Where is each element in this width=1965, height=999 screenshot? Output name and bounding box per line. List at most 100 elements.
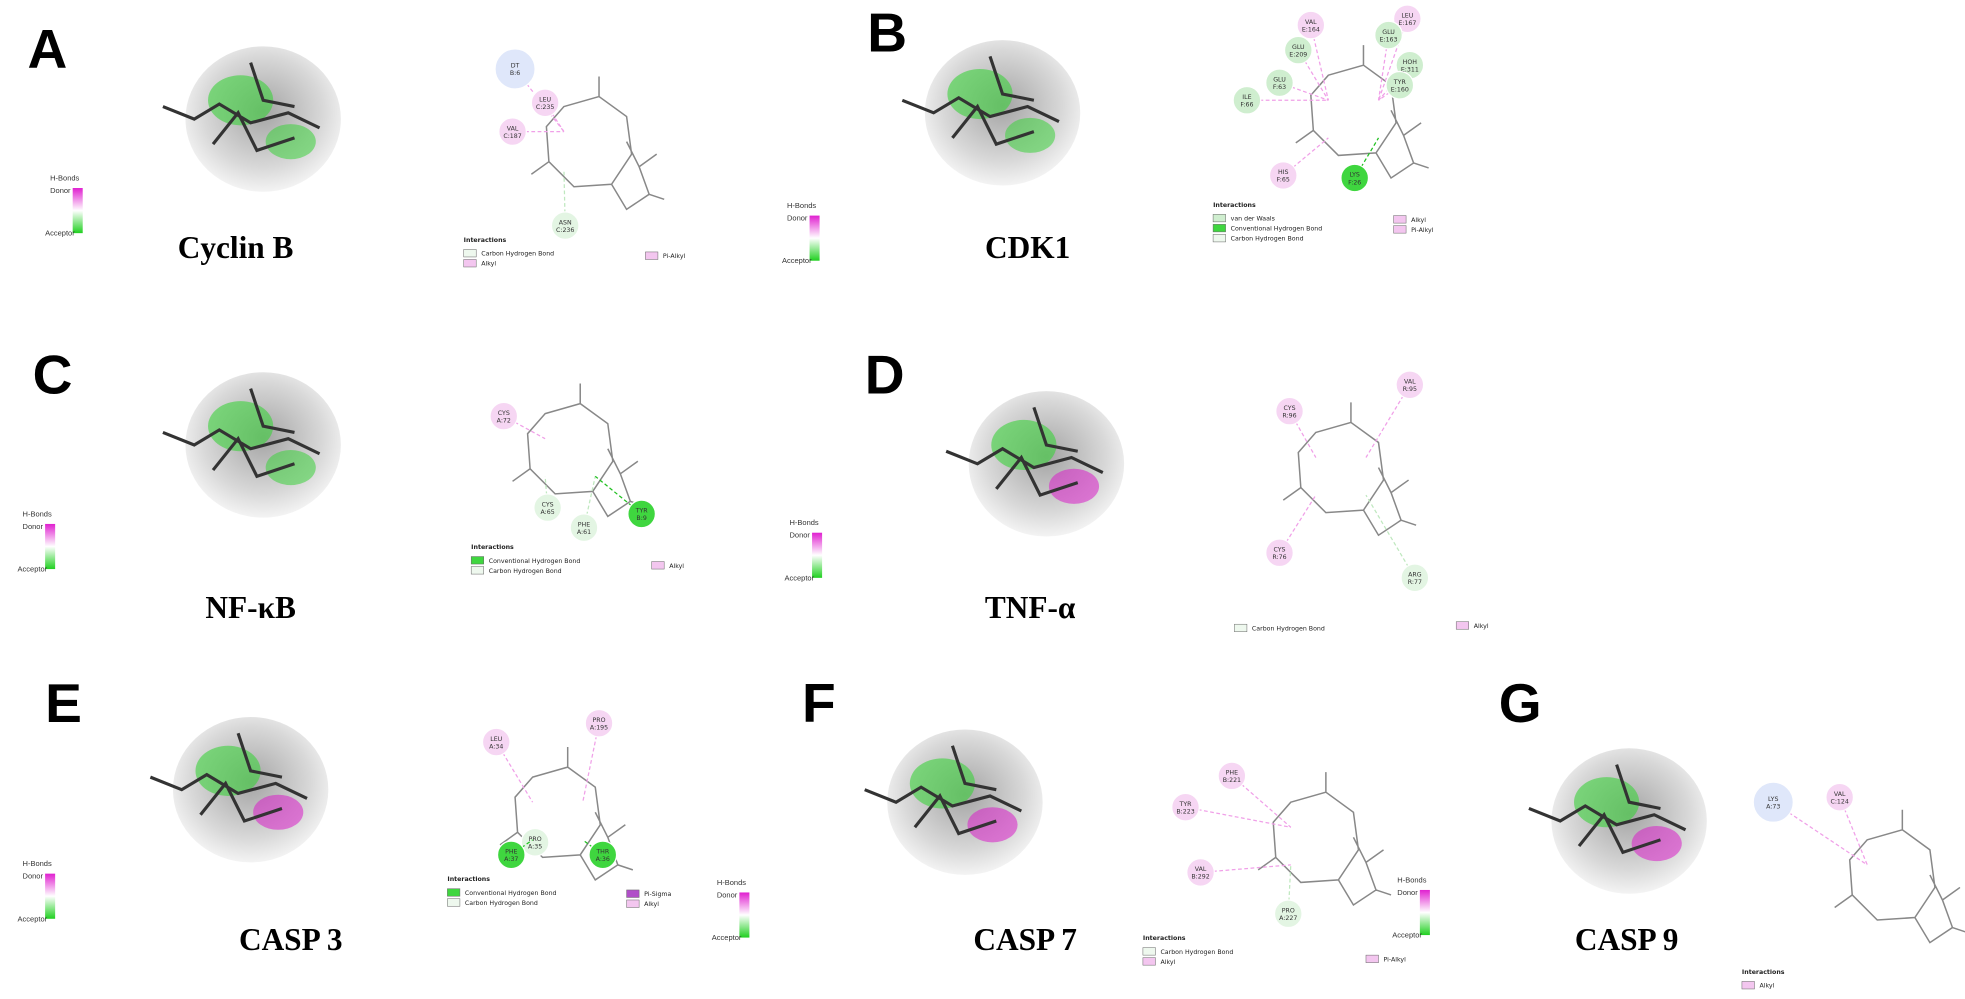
residue-label: LYS [1349,172,1359,179]
legend-swatch [1393,215,1407,224]
residue-label: TYR [1179,801,1193,808]
surface-patch [909,758,975,809]
panel-letter: F [802,672,836,734]
legend-title: Interactions [471,544,514,551]
surface-patch [195,745,261,796]
residue-label: C:124 [1830,798,1848,805]
residue-label: VAL [1834,791,1846,798]
legend-label: Pi-Sigma [644,891,671,898]
residue [1374,20,1403,50]
residue-label: VAL [1195,866,1207,873]
scale-donor: Donor [50,186,71,195]
residue-label: VAL [1404,379,1416,386]
panel-letter: B [867,1,907,63]
residue [1232,85,1262,115]
residue-label: GLU [1273,76,1286,83]
legend-title: Interactions [1742,969,1785,976]
legend-swatch [626,899,640,908]
residue-label: GLU [1292,44,1305,51]
legend-swatch [1741,981,1755,990]
residue [520,827,550,857]
legend-swatch [1365,954,1379,963]
ligand-sticks [864,745,1023,836]
legend-label: Alkyl [644,901,659,908]
residue-label: PRO [529,836,542,843]
surface-patch [208,401,274,452]
panel-name: CASP 3 [239,922,343,957]
legend-swatch [1142,947,1156,956]
legend-label: Carbon Hydrogen Bond [1231,236,1304,243]
legend-swatch [1212,224,1226,233]
legend-label: Carbon Hydrogen Bond [489,568,562,575]
ligand-sticks [162,388,321,479]
residue [494,48,536,90]
legend-label: Conventional Hydrogen Bond [1231,226,1323,233]
panel-name: CASP 7 [973,922,1077,957]
residue-label: VAL [1305,19,1317,26]
interaction-line [495,741,534,803]
surface-patch [265,124,316,160]
residue-label: ILE [1242,94,1251,101]
residue-label: E:167 [1398,20,1416,27]
ligand-2d [1282,402,1417,537]
scale-bar [739,892,750,938]
scale-bar [72,188,83,234]
panel-letter: A [28,18,68,80]
legend-swatch [463,249,477,258]
residue [1400,563,1430,593]
scale-bar [809,215,820,261]
legend-label: Carbon Hydrogen Bond [1160,949,1233,956]
residue-label: HOH [1403,59,1418,66]
residue [496,840,526,870]
legend-label: Alkyl [481,261,496,268]
residue-label: CYS [1284,405,1296,412]
legend-title: Interactions [1143,935,1186,942]
scale-title: H-Bonds [50,173,79,182]
residue-label: A:65 [541,509,555,516]
residue-label: A:61 [577,529,591,536]
residue [1265,68,1294,98]
residue-label: B:223 [1176,808,1194,815]
panel-letter: G [1499,672,1542,734]
residue-label: ASN [559,219,572,226]
residue [530,88,560,118]
scale-title: H-Bonds [23,509,52,518]
residue-label: LYS [1768,796,1778,803]
interaction-line [1377,35,1390,101]
residue-label: CYS [1273,547,1285,554]
scale-acceptor: Acceptor [712,933,742,942]
residue [533,493,563,523]
residue-label: PHE [505,849,517,856]
residue-label: VAL [507,125,519,132]
scale-bar [1419,889,1430,936]
residue-label: E:164 [1302,26,1320,33]
residue-label: PRO [1282,908,1295,915]
residue-label: B:9 [636,515,646,522]
legend-swatch [1234,623,1248,632]
residue-label: PHE [578,521,590,528]
residue-label: E:160 [1391,87,1409,94]
residue-label: A:72 [497,417,511,424]
scale-bar [45,523,56,570]
legend-swatch [470,566,484,575]
residue [627,499,657,529]
scale-acceptor: Acceptor [782,256,812,265]
residue-label: LEU [539,97,551,104]
scale-acceptor: Acceptor [1392,931,1422,940]
ligand-sticks [149,732,308,823]
legend-label: Carbon Hydrogen Bond [465,900,538,907]
ligand-sticks [945,406,1104,498]
scale-donor: Donor [717,890,738,899]
surface-patch [1005,117,1056,153]
panel-name: Cyclin B [178,230,294,265]
residue-label: F:65 [1277,177,1290,184]
ligand-2d [512,383,646,518]
scale-acceptor: Acceptor [18,565,48,574]
residue [1283,35,1313,65]
ligand-2d [1834,809,1965,944]
scale-title: H-Bonds [1397,875,1426,884]
ligand-2d [499,747,634,881]
residue-label: F:63 [1273,84,1286,91]
residue-label: LEU [1401,13,1413,20]
